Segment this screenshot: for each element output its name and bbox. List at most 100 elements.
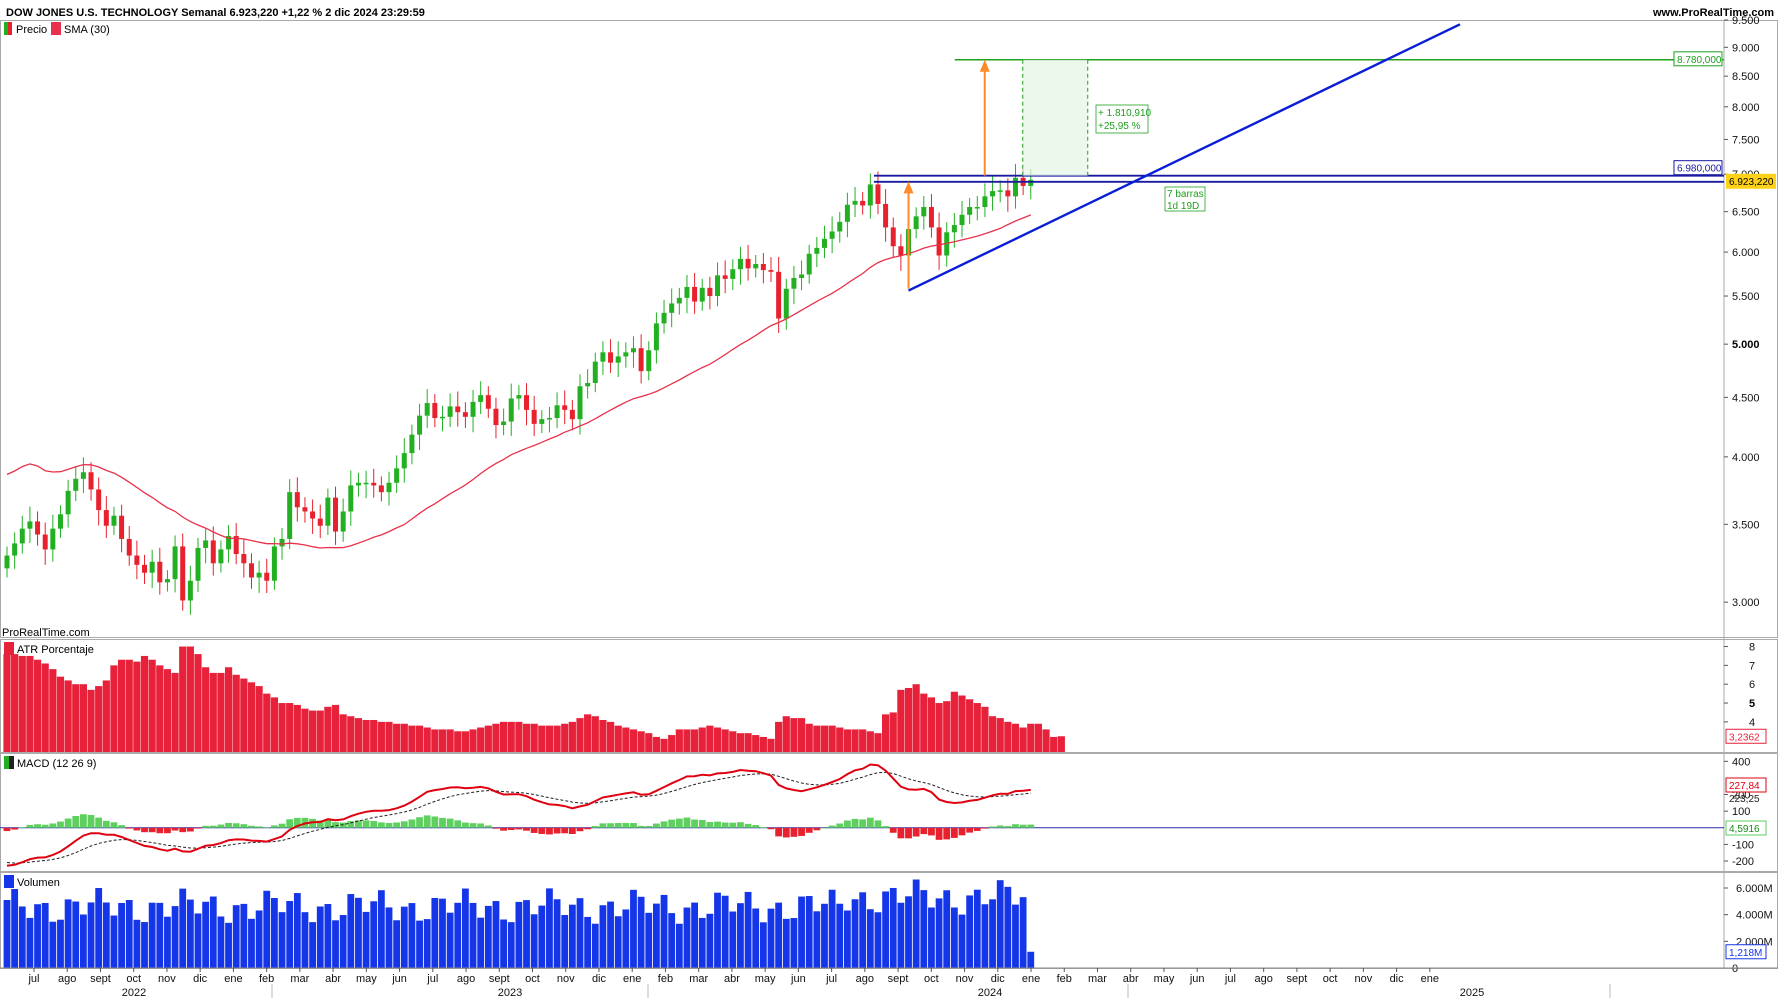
- macd-hist-bar: [859, 819, 867, 828]
- volume-bar: [248, 918, 255, 968]
- volume-bar: [3, 900, 11, 968]
- volume-bar: [87, 902, 95, 968]
- macd-hist-bar: [3, 827, 11, 832]
- candle-body: [837, 221, 843, 232]
- macd-hist-bar: [912, 827, 920, 837]
- macd-hist-bar: [316, 820, 324, 828]
- price-tick-label: 3.000: [1732, 597, 1760, 609]
- atr-bar: [553, 725, 561, 752]
- macd-hist-bar: [286, 819, 294, 828]
- macd-hist-bar: [179, 827, 187, 833]
- price-candles: [4, 163, 1034, 615]
- volume-bar: [698, 917, 706, 968]
- candle-body: [676, 297, 682, 304]
- atr-bar: [828, 725, 836, 752]
- candle-body: [264, 572, 270, 581]
- volume-bar: [332, 920, 339, 968]
- volume-bar: [950, 907, 958, 968]
- macd-hist-bar: [828, 825, 836, 828]
- atr-bar: [851, 729, 859, 752]
- atr-bar: [866, 731, 874, 752]
- candle-body: [646, 350, 652, 372]
- candle-body: [493, 408, 499, 426]
- macd-hist-bar: [928, 827, 935, 836]
- macd-hist-bar: [882, 826, 889, 828]
- macd-hist-bar: [141, 827, 148, 833]
- macd-hist-bar: [118, 825, 125, 828]
- macd-hist-bar: [943, 827, 951, 840]
- atr-bar: [125, 659, 133, 752]
- atr-bar: [721, 729, 729, 752]
- time-tick-label: nov: [1354, 973, 1372, 985]
- volume-tick-label: 6.000M: [1736, 883, 1773, 895]
- trendline: [907, 23, 1461, 292]
- macd-hist-bar: [538, 827, 546, 834]
- atr-bar: [874, 733, 882, 752]
- macd-hist-bar: [805, 827, 813, 833]
- volume-bar: [1027, 951, 1035, 968]
- macd-hist-bar: [553, 827, 561, 834]
- time-tick-label: dic: [1390, 973, 1405, 985]
- atr-bar: [706, 725, 714, 752]
- signal-value-label: 223,25: [1729, 794, 1760, 805]
- candle-body: [898, 246, 904, 256]
- macd-hist-bar: [775, 827, 783, 837]
- time-tick-label: may: [356, 973, 377, 985]
- candle-body: [4, 555, 10, 569]
- candle-body: [707, 287, 713, 297]
- macd-hist-bar: [18, 827, 26, 828]
- macd-signal-line: [6, 771, 1031, 864]
- macd-hist-bar: [767, 827, 775, 830]
- legend-macd-swatch-a: [4, 756, 9, 769]
- atr-bar: [797, 718, 806, 752]
- volume-bar: [973, 889, 981, 968]
- candle-body: [409, 434, 415, 454]
- volume-bar: [782, 918, 790, 968]
- macd-hist-bar: [248, 825, 255, 828]
- atr-bar: [752, 735, 760, 752]
- candle-body: [860, 200, 866, 206]
- candle-body: [539, 419, 545, 424]
- candle-body: [371, 482, 377, 486]
- volume-bar: [232, 905, 240, 968]
- atr-bar: [507, 721, 515, 752]
- macd-hist-bar: [691, 819, 698, 828]
- candle-body: [424, 403, 430, 416]
- atr-bar: [377, 721, 385, 752]
- candle-body: [340, 511, 346, 532]
- macd-hist-bar: [546, 827, 553, 835]
- volume-bar: [576, 898, 584, 968]
- candle-body: [65, 490, 71, 515]
- atr-bar: [186, 646, 194, 752]
- volume-bar: [370, 901, 378, 968]
- atr-bar: [652, 736, 660, 752]
- volume-value-label: 1,218M: [1729, 948, 1762, 959]
- candle-body: [27, 521, 33, 529]
- atr-bar: [950, 691, 958, 752]
- candle-body: [279, 538, 285, 547]
- price-tick-label: 7.500: [1732, 134, 1760, 146]
- macd-hist-bar: [377, 822, 385, 828]
- candle-body: [936, 227, 942, 256]
- atr-bar: [1050, 736, 1058, 752]
- macd-hist-bar: [431, 816, 439, 828]
- atr-bar: [515, 721, 523, 752]
- atr-bar: [836, 727, 844, 752]
- atr-bar: [309, 710, 317, 752]
- time-tick-label: oct: [126, 973, 141, 985]
- atr-bar: [431, 729, 439, 752]
- time-tick-label: mar: [1088, 973, 1107, 985]
- site-link[interactable]: www.ProRealTime.com: [1652, 7, 1774, 19]
- candle-body: [80, 472, 86, 479]
- volume-bar: [813, 911, 821, 968]
- volume-value-box: [1725, 944, 1767, 960]
- move-label-points: + 1.810,910: [1098, 108, 1152, 119]
- candle-body: [317, 518, 323, 526]
- candle-body: [180, 546, 186, 601]
- volume-bar: [874, 912, 882, 968]
- atr-bar: [224, 667, 233, 752]
- price-tick-label: 4.000: [1732, 452, 1760, 464]
- time-tick-label: nov: [158, 973, 176, 985]
- volume-bar: [530, 914, 538, 968]
- volume-bar: [423, 919, 431, 968]
